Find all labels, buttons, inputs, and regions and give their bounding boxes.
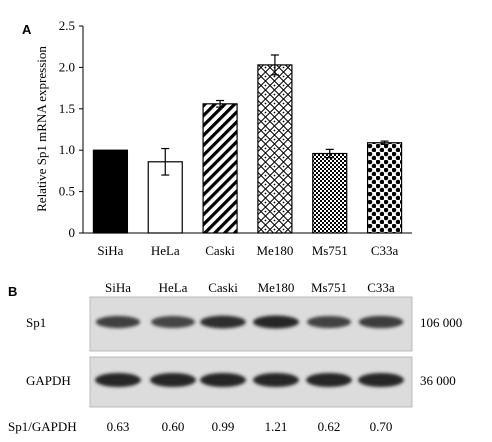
y-tick-label: 1.0	[59, 142, 75, 157]
blot-row-label: GAPDH	[26, 373, 71, 388]
y-tick-label: 2.0	[59, 59, 75, 74]
error-bar-caski	[216, 99, 225, 108]
blot-membrane	[89, 296, 413, 352]
x-tick-label: Me180	[256, 243, 293, 258]
y-tick-label: 0.5	[59, 184, 75, 199]
ratio-value: 0.70	[370, 419, 393, 434]
blot-membrane	[89, 356, 413, 408]
y-tick-label: 1.5	[59, 101, 75, 116]
blot-band	[358, 373, 404, 387]
error-bar-c33a	[380, 140, 389, 146]
bar-ms751	[312, 152, 348, 234]
bar-siha	[92, 149, 129, 234]
ratio-value: 0.99	[212, 419, 235, 434]
bar-caski	[202, 103, 238, 234]
blot-band	[150, 315, 196, 329]
y-tick-label: 0	[69, 225, 76, 240]
x-tick-label: HeLa	[151, 243, 180, 258]
blot-panels: Sp1 106 000 GAPDH 36 000	[26, 296, 462, 408]
ratio-row-label: Sp1/GAPDH	[8, 419, 77, 434]
blot-lane-labels: SiHa HeLa Caski Me180 Ms751 C33a	[105, 280, 395, 295]
blot-lane-label: Me180	[258, 280, 295, 295]
blot-band	[306, 373, 352, 387]
blot-lane-label: C33a	[367, 280, 395, 295]
ratio-value: 0.60	[162, 419, 185, 434]
blot-band	[200, 315, 246, 329]
blot-lane-label: Ms751	[311, 280, 347, 295]
blot-band	[306, 315, 352, 329]
molecular-weight-label: 36 000	[420, 373, 456, 388]
blot-band	[150, 373, 196, 387]
error-bar-me180	[270, 54, 279, 76]
x-tick-label: Caski	[205, 243, 235, 258]
x-tick-label: SiHa	[97, 243, 123, 258]
blot-band	[358, 315, 404, 329]
x-tick-label: Ms751	[312, 243, 348, 258]
blot-band	[95, 373, 141, 387]
blot-band	[95, 315, 141, 329]
bar-me180	[257, 64, 293, 234]
blot-sp1: Sp1 106 000	[26, 296, 462, 352]
blot-band	[200, 373, 246, 387]
error-bar-ms751	[325, 148, 334, 159]
molecular-weight-label: 106 000	[420, 315, 462, 330]
x-tick-label: C33a	[371, 243, 399, 258]
panel-b-label: B	[8, 284, 17, 299]
blot-band	[253, 373, 299, 387]
blot-lane-label: Caski	[208, 280, 238, 295]
error-bar-hela	[161, 147, 170, 176]
blot-gapdh: GAPDH 36 000	[26, 356, 456, 408]
ratio-value: 1.21	[265, 419, 288, 434]
ratio-value: 0.63	[107, 419, 130, 434]
bar-c33a	[366, 142, 403, 234]
bar-chart: 0 0.5 1.0 1.5 2.0 2.5 SiHa HeLa Caski Me180 Ms751 C…	[59, 18, 412, 258]
ratio-value: 0.62	[318, 419, 341, 434]
y-tick-label: 2.5	[59, 18, 75, 33]
blot-lane-label: HeLa	[159, 280, 188, 295]
panel-a-label: A	[22, 22, 32, 37]
ratio-row: Sp1/GAPDH 0.63 0.60 0.99 1.21 0.62 0.70	[8, 419, 392, 434]
blot-row-label: Sp1	[26, 315, 46, 330]
y-axis-label: Relative Sp1 mRNA expression	[34, 46, 49, 212]
blot-lane-label: SiHa	[105, 280, 131, 295]
blot-band	[253, 315, 299, 329]
